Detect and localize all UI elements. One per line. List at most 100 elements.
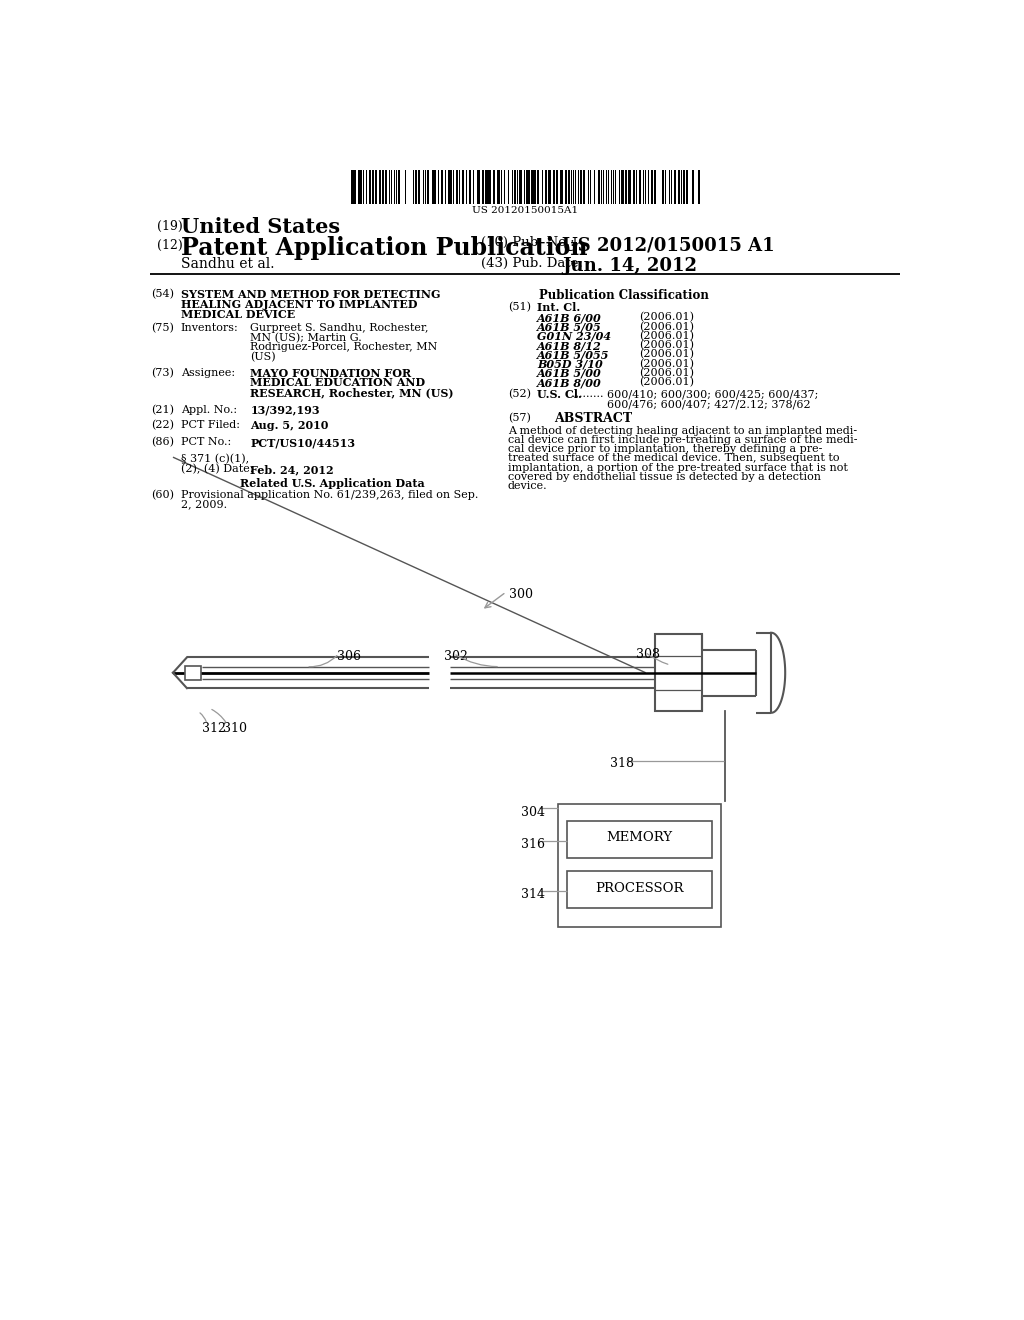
Bar (686, 170, 688, 203)
Bar (488, 170, 490, 203)
Bar (654, 170, 655, 203)
Text: (43) Pub. Date:: (43) Pub. Date: (480, 257, 583, 271)
Text: Jun. 14, 2012: Jun. 14, 2012 (562, 257, 697, 275)
Bar (675, 170, 676, 203)
Bar (639, 170, 641, 203)
Bar (572, 170, 574, 203)
Text: cal device can first include pre-treating a surface of the medi-: cal device can first include pre-treatin… (508, 434, 857, 445)
Bar (662, 170, 665, 203)
Bar (545, 170, 547, 203)
Text: 600/410; 600/300; 600/425; 600/437;: 600/410; 600/300; 600/425; 600/437; (607, 389, 818, 400)
Bar (601, 170, 602, 203)
Text: B05D 3/10: B05D 3/10 (538, 359, 603, 370)
Text: 13/392,193: 13/392,193 (251, 405, 321, 416)
Text: 318: 318 (610, 758, 634, 771)
Text: A61B 8/00: A61B 8/00 (538, 378, 602, 388)
Bar (425, 170, 426, 203)
Text: (2006.01): (2006.01) (640, 341, 694, 350)
Bar (423, 170, 424, 203)
Bar (354, 170, 356, 203)
Bar (462, 170, 464, 203)
Text: (10) Pub. No.:: (10) Pub. No.: (480, 236, 574, 249)
Bar (567, 871, 712, 908)
Bar (418, 170, 420, 203)
Text: MAYO FOUNDATION FOR: MAYO FOUNDATION FOR (251, 368, 412, 379)
Text: (73): (73) (152, 368, 174, 378)
Text: Gurpreet S. Sandhu, Rochester,: Gurpreet S. Sandhu, Rochester, (251, 323, 429, 333)
Bar (633, 170, 635, 203)
Bar (568, 170, 569, 203)
Bar (567, 821, 712, 858)
Bar (588, 170, 589, 203)
Text: SYSTEM AND METHOD FOR DETECTING: SYSTEM AND METHOD FOR DETECTING (180, 289, 440, 301)
Text: PCT Filed:: PCT Filed: (180, 420, 240, 430)
Bar (643, 170, 644, 203)
Bar (404, 170, 407, 203)
Text: RESEARCH, Rochester, MN (US): RESEARCH, Rochester, MN (US) (251, 387, 454, 399)
Text: PROCESSOR: PROCESSOR (595, 882, 684, 895)
Text: Aug. 5, 2010: Aug. 5, 2010 (251, 420, 329, 432)
Bar (531, 170, 532, 203)
Text: Feb. 24, 2012: Feb. 24, 2012 (251, 465, 334, 475)
Text: (19): (19) (158, 220, 183, 234)
Text: (2006.01): (2006.01) (640, 350, 694, 359)
Text: 316: 316 (521, 838, 545, 850)
Text: MEDICAL DEVICE: MEDICAL DEVICE (180, 309, 295, 319)
Bar (655, 635, 701, 711)
Text: 600/476; 600/407; 427/2.12; 378/62: 600/476; 600/407; 427/2.12; 378/62 (607, 399, 811, 409)
Bar (501, 170, 503, 203)
Bar (534, 170, 536, 203)
Text: 300: 300 (509, 589, 534, 601)
Bar (560, 170, 563, 203)
Text: A61B 5/05: A61B 5/05 (538, 322, 602, 333)
Bar (623, 170, 624, 203)
Text: A method of detecting healing adjacent to an implanted medi-: A method of detecting healing adjacent t… (508, 425, 857, 436)
Text: Provisional application No. 61/239,263, filed on Sep.: Provisional application No. 61/239,263, … (180, 490, 478, 499)
Bar (538, 170, 539, 203)
Text: (22): (22) (152, 420, 174, 430)
Text: U.S. Cl.: U.S. Cl. (538, 389, 582, 400)
Bar (449, 170, 450, 203)
Text: 310: 310 (222, 722, 247, 735)
Bar (351, 170, 353, 203)
Text: MN (US); Martin G.: MN (US); Martin G. (251, 333, 362, 343)
Bar (379, 170, 381, 203)
Text: § 371 (c)(1),: § 371 (c)(1), (180, 454, 249, 465)
Bar (590, 170, 592, 203)
Text: Assignee:: Assignee: (180, 368, 234, 378)
Bar (375, 170, 377, 203)
Bar (441, 170, 442, 203)
Bar (558, 804, 721, 927)
Text: (21): (21) (152, 405, 174, 414)
Text: G01N 23/04: G01N 23/04 (538, 331, 611, 342)
Bar (598, 170, 600, 203)
Bar (427, 170, 429, 203)
Bar (504, 170, 506, 203)
Text: (60): (60) (152, 490, 174, 500)
Bar (385, 170, 387, 203)
Bar (512, 170, 513, 203)
Bar (580, 170, 583, 203)
Bar (678, 170, 680, 203)
Text: cal device prior to implantation, thereby defining a pre-: cal device prior to implantation, thereb… (508, 444, 822, 454)
Bar (548, 170, 550, 203)
Bar (697, 170, 700, 203)
Bar (526, 170, 528, 203)
Text: covered by endothelial tissue is detected by a detection: covered by endothelial tissue is detecte… (508, 471, 821, 482)
Bar (372, 170, 375, 203)
Bar (651, 170, 652, 203)
Bar (683, 170, 685, 203)
Bar (382, 170, 384, 203)
Text: (52): (52) (508, 389, 530, 400)
Text: treated surface of the medical device. Then, subsequent to: treated surface of the medical device. T… (508, 453, 840, 463)
Bar (466, 170, 467, 203)
Text: (2006.01): (2006.01) (640, 359, 694, 368)
Text: (12): (12) (158, 239, 183, 252)
Bar (453, 170, 455, 203)
Bar (692, 170, 693, 203)
Text: (54): (54) (152, 289, 174, 300)
Bar (542, 170, 544, 203)
Bar (499, 170, 500, 203)
Bar (185, 665, 201, 680)
Text: 302: 302 (444, 649, 468, 663)
